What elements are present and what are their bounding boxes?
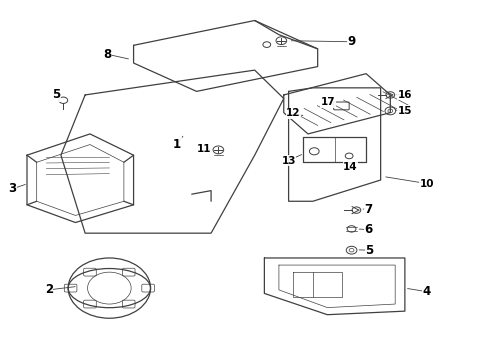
Text: 10: 10 xyxy=(419,179,434,189)
Text: 7: 7 xyxy=(365,203,372,216)
Text: 3: 3 xyxy=(8,183,17,195)
Text: 4: 4 xyxy=(422,285,431,298)
Text: 2: 2 xyxy=(45,283,53,296)
Text: 15: 15 xyxy=(397,106,412,116)
Text: 13: 13 xyxy=(281,156,296,166)
Text: 6: 6 xyxy=(365,223,373,236)
Text: 12: 12 xyxy=(286,108,301,118)
Text: 5: 5 xyxy=(366,244,374,257)
Text: 5: 5 xyxy=(52,89,60,102)
Text: 1: 1 xyxy=(173,138,181,151)
Text: 14: 14 xyxy=(343,162,358,172)
Text: 8: 8 xyxy=(103,48,111,61)
Text: 9: 9 xyxy=(347,35,356,48)
Text: 11: 11 xyxy=(196,144,211,154)
Text: 17: 17 xyxy=(321,97,336,107)
Text: 16: 16 xyxy=(397,90,412,100)
